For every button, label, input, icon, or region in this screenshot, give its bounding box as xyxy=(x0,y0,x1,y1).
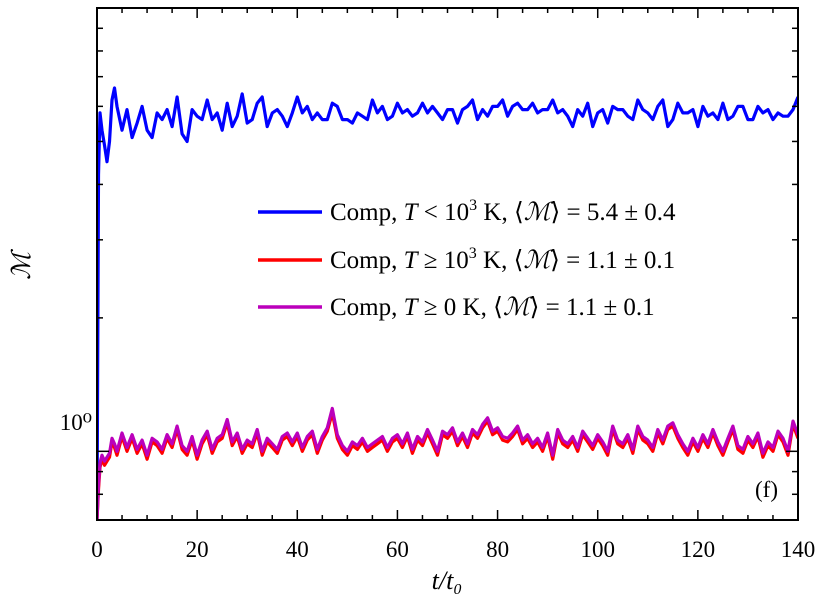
legend-prefix: Comp, xyxy=(330,294,404,321)
legend-stat-val: = 1.1 ± 0.1 xyxy=(539,294,654,321)
legend-stat-var: ℳ xyxy=(524,199,554,226)
legend-unit: K, xyxy=(477,199,514,226)
x-tick-label: 20 xyxy=(186,537,209,562)
legend-prefix: Comp, xyxy=(330,247,404,274)
legend-unit: K, xyxy=(477,247,514,274)
legend-stat-var: ℳ xyxy=(503,294,533,321)
x-tick-label: 80 xyxy=(486,537,509,562)
x-tick-label: 0 xyxy=(91,537,103,562)
plot-lines xyxy=(97,86,798,520)
x-tick-label: 140 xyxy=(781,537,816,562)
legend-label-1: Comp, T ≥ 103 K, ⟨ℳ⟩ = 1.1 ± 0.1 xyxy=(330,245,675,274)
x-axis-title: t/t₀ xyxy=(432,566,463,595)
legend-stat-open: ⟨ xyxy=(514,247,524,274)
legend-var: T xyxy=(404,247,420,274)
legend-stat-val: = 5.4 ± 0.4 xyxy=(560,199,676,226)
legend-op: ≥ 0 xyxy=(418,294,457,321)
legend-label-0: Comp, T < 103 K, ⟨ℳ⟩ = 5.4 ± 0.4 xyxy=(330,197,676,226)
x-tick-label: 120 xyxy=(681,537,716,562)
legend-stat-open: ⟨ xyxy=(514,199,524,226)
axis-ticks xyxy=(96,8,799,521)
x-tick-label: 60 xyxy=(386,537,409,562)
legend-stat-close: ⟩ xyxy=(530,294,540,321)
legend-sup: 3 xyxy=(469,197,477,214)
legend-stat-var: ℳ xyxy=(523,247,553,274)
legend-sup: 3 xyxy=(469,245,477,262)
legend-var: T xyxy=(404,199,420,226)
series-line-1 xyxy=(97,411,798,520)
legend-unit: K, xyxy=(456,294,493,321)
legend-stat-val: = 1.1 ± 0.1 xyxy=(560,247,675,274)
legend-op: ≥ 10 xyxy=(418,247,469,274)
series-line-0 xyxy=(97,86,798,520)
legend-op: < 10 xyxy=(418,199,470,226)
legend-stat-close: ⟩ xyxy=(550,199,560,226)
y-axis-title: ℳ xyxy=(7,249,36,280)
legend-label-2: Comp, T ≥ 0 K, ⟨ℳ⟩ = 1.1 ± 0.1 xyxy=(330,294,655,321)
tick-labels: 0 20 40 60 80 100 120 140 xyxy=(91,537,815,562)
panel-label: (f) xyxy=(755,477,778,502)
y-tick-label: 10⁰ xyxy=(60,410,92,435)
x-tick-label: 100 xyxy=(580,537,615,562)
series-line-2 xyxy=(97,406,798,520)
legend-var: T xyxy=(404,294,420,321)
legend-stat-open: ⟨ xyxy=(493,294,503,321)
legend-prefix: Comp, xyxy=(330,199,404,226)
x-tick-label: 40 xyxy=(286,537,309,562)
legend-stat-close: ⟩ xyxy=(550,247,560,274)
